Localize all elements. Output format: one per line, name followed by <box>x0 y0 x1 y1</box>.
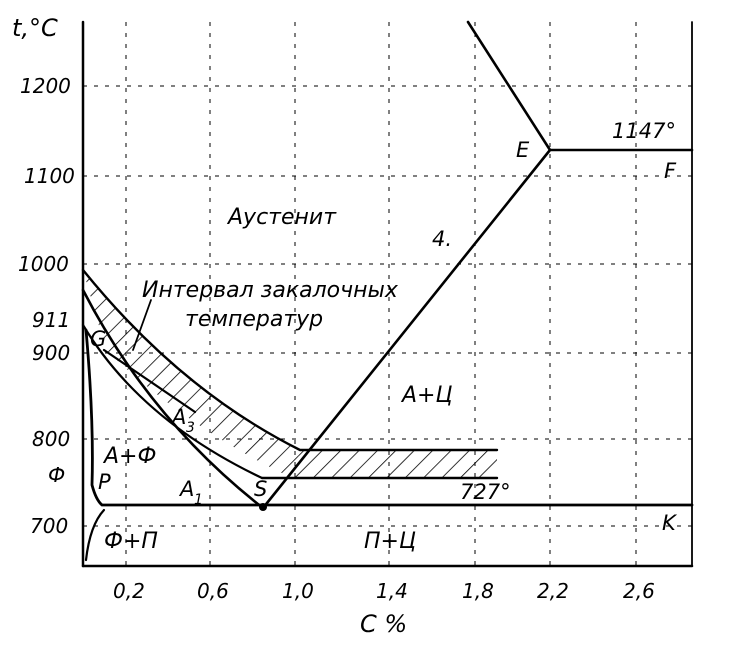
point-s-marker <box>259 503 267 511</box>
y-tick-900: 900 <box>32 341 70 365</box>
x-tick-2-2: 2,2 <box>537 579 569 603</box>
zone-austenite-label: Аустенит <box>226 205 337 230</box>
x-tick-0-2: 0,2 <box>113 579 145 603</box>
zone-pearlite-cementite-label: П+Ц <box>364 529 416 554</box>
y-tick-1000: 1000 <box>18 252 69 276</box>
x-tick-2-6: 2,6 <box>623 579 655 603</box>
line-a1-subscript: 1 <box>194 492 203 508</box>
y-tick-1100: 1100 <box>24 164 75 188</box>
y-tick-700: 700 <box>30 514 68 538</box>
zone-ferrite-pearlite-label: Ф+П <box>104 529 158 554</box>
point-k-label: K <box>662 511 678 535</box>
annotation-pointer <box>132 299 152 351</box>
x-tick-1-8: 1,8 <box>462 579 494 603</box>
y-tick-1200: 1200 <box>20 74 71 98</box>
line-a1-label: A <box>178 477 194 501</box>
y-tick-911: 911 <box>32 308 70 332</box>
phase-lines <box>81 20 694 562</box>
ferrite-low-solvus-line <box>84 508 106 562</box>
annotation-line-1: Интервал закалочных <box>142 278 399 303</box>
temp-1147-label: 1147° <box>612 119 676 143</box>
x-tick-1-0: 1,0 <box>282 579 314 603</box>
point-g-label: G <box>90 327 106 351</box>
x-axis-title: C % <box>360 610 407 638</box>
quench-inner-line <box>102 348 197 414</box>
acm-line <box>261 148 552 510</box>
point-p-label: P <box>98 470 111 494</box>
x-tick-1-4: 1,4 <box>376 579 408 603</box>
zone-austenite-ferrite-label: А+Ф <box>102 444 156 469</box>
point-f-label: F <box>664 159 677 183</box>
line-a3-subscript: 3 <box>186 420 195 436</box>
temp-727-label: 727° <box>460 480 511 504</box>
line-acm-label: 4. <box>432 227 452 251</box>
quench-interval-band-right <box>292 450 497 478</box>
line-a3-label: A <box>170 405 186 429</box>
quench-interval-band-left <box>83 270 300 478</box>
point-e-label: E <box>516 138 530 162</box>
plot-frame <box>81 20 694 568</box>
a1-lower-curve <box>81 323 264 480</box>
y-tick-phi: Ф <box>48 463 65 487</box>
zone-austenite-cementite-label: А+Ц <box>400 383 453 408</box>
annotation-line-2: температур <box>185 307 323 332</box>
quench-upper-line <box>81 268 499 452</box>
point-s-label: S <box>254 477 267 501</box>
y-tick-800: 800 <box>32 427 70 451</box>
y-axis-title: t,°C <box>12 14 58 42</box>
a3-gs-line <box>81 288 265 510</box>
ferrite-solvus-pk-line <box>84 328 694 507</box>
x-tick-0-6: 0,6 <box>197 579 229 603</box>
